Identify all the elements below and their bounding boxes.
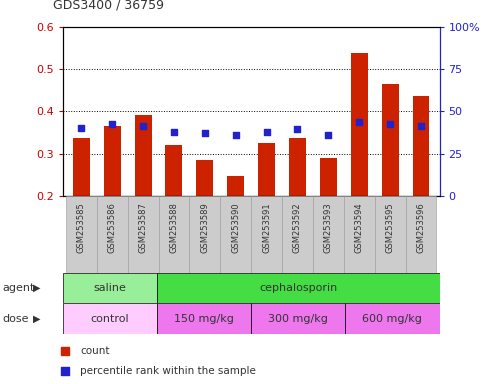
Text: GSM253586: GSM253586 — [108, 202, 117, 253]
Bar — [63, 303, 157, 334]
Bar — [251, 303, 345, 334]
Text: GSM253589: GSM253589 — [200, 202, 209, 253]
Bar — [63, 273, 157, 303]
Bar — [157, 273, 440, 303]
Bar — [166, 145, 183, 196]
Point — [139, 123, 147, 129]
Point — [263, 129, 270, 135]
Bar — [320, 158, 337, 196]
Text: saline: saline — [93, 283, 127, 293]
Point — [61, 348, 69, 354]
Text: GSM253588: GSM253588 — [170, 202, 178, 253]
Point — [61, 367, 69, 374]
Bar — [128, 196, 158, 273]
Text: GSM253592: GSM253592 — [293, 202, 302, 253]
Text: count: count — [80, 346, 110, 356]
Bar — [135, 115, 152, 196]
Text: GSM253585: GSM253585 — [77, 202, 86, 253]
Bar — [382, 84, 398, 196]
Bar — [220, 196, 251, 273]
Text: GDS3400 / 36759: GDS3400 / 36759 — [53, 0, 164, 12]
Bar — [197, 159, 213, 196]
Point — [232, 132, 240, 138]
Bar — [189, 196, 220, 273]
Bar — [344, 196, 375, 273]
Text: GSM253596: GSM253596 — [416, 202, 426, 253]
Bar — [258, 143, 275, 196]
Point — [386, 121, 394, 127]
Point — [170, 129, 178, 135]
Text: 300 mg/kg: 300 mg/kg — [269, 314, 328, 324]
Bar — [157, 303, 251, 334]
Bar — [282, 196, 313, 273]
Bar — [351, 53, 368, 196]
Text: control: control — [91, 314, 129, 324]
Bar — [406, 196, 437, 273]
Text: agent: agent — [2, 283, 35, 293]
Text: ▶: ▶ — [33, 314, 41, 324]
Bar — [104, 126, 121, 196]
Bar — [345, 303, 440, 334]
Bar — [313, 196, 344, 273]
Bar — [66, 196, 97, 273]
Text: GSM253594: GSM253594 — [355, 202, 364, 253]
Point — [355, 119, 363, 126]
Text: percentile rank within the sample: percentile rank within the sample — [80, 366, 256, 376]
Text: GSM253593: GSM253593 — [324, 202, 333, 253]
Point — [294, 126, 301, 132]
Point — [108, 121, 116, 127]
Text: ▶: ▶ — [33, 283, 41, 293]
Bar — [375, 196, 406, 273]
Point — [201, 130, 209, 136]
Text: cephalosporin: cephalosporin — [259, 283, 338, 293]
Text: 150 mg/kg: 150 mg/kg — [174, 314, 234, 324]
Bar — [227, 176, 244, 196]
Text: dose: dose — [2, 314, 29, 324]
Point — [77, 125, 85, 131]
Text: 600 mg/kg: 600 mg/kg — [363, 314, 422, 324]
Text: GSM253595: GSM253595 — [385, 202, 395, 253]
Bar — [251, 196, 282, 273]
Bar — [97, 196, 128, 273]
Point — [325, 132, 332, 139]
Bar — [289, 138, 306, 196]
Point — [417, 122, 425, 129]
Text: GSM253591: GSM253591 — [262, 202, 271, 253]
Bar — [158, 196, 189, 273]
Text: GSM253590: GSM253590 — [231, 202, 240, 253]
Bar — [73, 138, 90, 196]
Bar — [412, 96, 429, 196]
Text: GSM253587: GSM253587 — [139, 202, 148, 253]
